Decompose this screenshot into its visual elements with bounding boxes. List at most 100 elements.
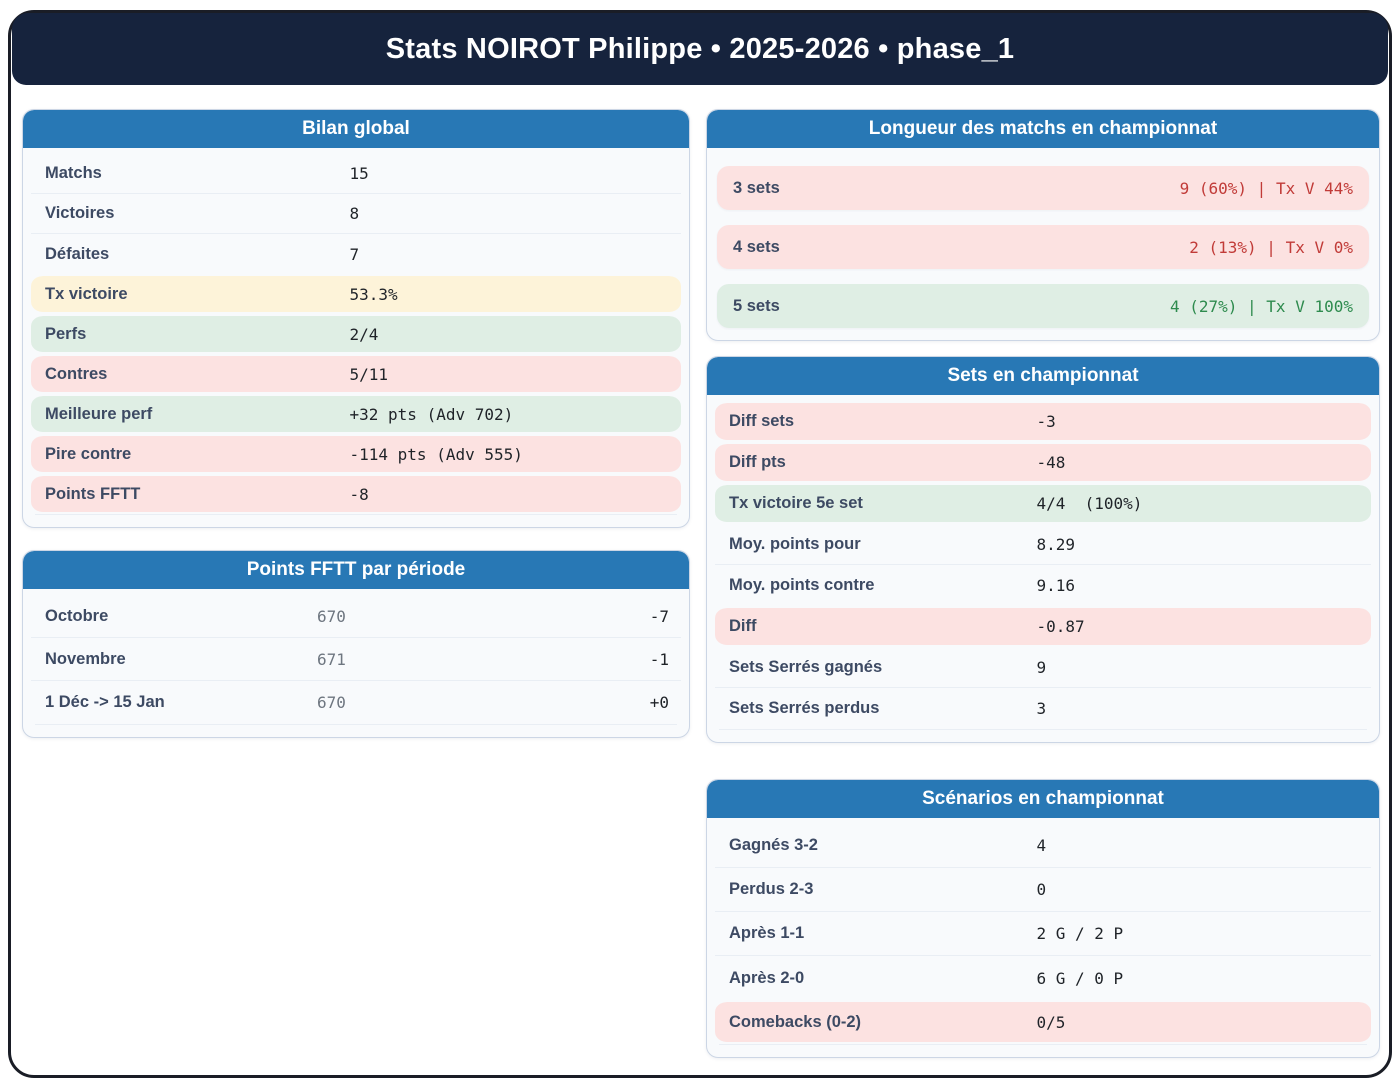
row-label: Sets Serrés perdus — [729, 699, 880, 717]
row-label: 1 Déc -> 15 Jan — [45, 693, 165, 711]
row-label: Défaites — [45, 244, 110, 263]
table-row: Pire contre -114 pts (Adv 555) — [31, 434, 681, 474]
row-label: Diff — [729, 617, 757, 635]
content-columns: Bilan global Matchs 15 Victoires 8 Défai… — [11, 109, 1389, 1058]
row-label: Tx victoire — [45, 284, 128, 303]
row-points: 671 — [317, 649, 346, 669]
table-row: Comebacks (0-2) 0/5 — [715, 1000, 1371, 1044]
table-row: Perdus 2-3 0 — [715, 868, 1371, 912]
table-row: 5 sets 4 (27%) | Tx V 100% — [717, 284, 1369, 328]
row-label: Perdus 2-3 — [729, 880, 814, 898]
card-body: Octobre 670 -7 Novembre 671 -1 1 Déc -> … — [23, 589, 689, 737]
row-delta: -1 — [649, 649, 669, 669]
right-column: Longueur des matchs en championnat 3 set… — [706, 109, 1380, 1058]
row-label: Pire contre — [45, 444, 132, 463]
row-value: -8 — [349, 484, 369, 504]
row-label: Tx victoire 5e set — [729, 494, 863, 512]
card-longueur-matchs: Longueur des matchs en championnat 3 set… — [706, 109, 1380, 341]
table-row: Octobre 670 -7 — [31, 595, 681, 638]
table-row: Novembre 671 -1 — [31, 638, 681, 681]
row-value: 53.3% — [349, 284, 398, 304]
row-label: Diff sets — [729, 412, 795, 430]
page-title: Stats NOIROT Philippe • 2025-2026 • phas… — [385, 32, 1015, 65]
row-value: -0.87 — [1036, 617, 1085, 636]
card-body: Gagnés 3-2 4 Perdus 2-3 0 Après 1-1 2 G … — [707, 818, 1379, 1057]
row-points: 670 — [317, 606, 346, 626]
row-value: 4 (27%) | Tx V 100% — [1169, 296, 1353, 316]
row-label: Moy. points pour — [729, 534, 861, 553]
row-label: Contres — [45, 364, 108, 383]
row-label: 5 sets — [733, 296, 780, 315]
table-row: Gagnés 3-2 4 — [715, 824, 1371, 868]
table-row: Tx victoire 5e set 4/4 (100%) — [715, 483, 1371, 524]
row-points: 670 — [317, 693, 346, 712]
table-row: 4 sets 2 (13%) | Tx V 0% — [717, 225, 1369, 269]
row-value: 7 — [349, 244, 360, 264]
row-value: 4/4 (100%) — [1036, 494, 1143, 513]
header-banner: Stats NOIROT Philippe • 2025-2026 • phas… — [12, 13, 1388, 85]
row-value: 0/5 — [1036, 1012, 1066, 1032]
row-label: Victoires — [45, 204, 115, 222]
row-label: Matchs — [45, 164, 102, 182]
table-row: Sets Serrés perdus 3 — [715, 688, 1371, 729]
table-row: Victoires 8 — [31, 194, 681, 234]
row-delta: +0 — [649, 693, 669, 712]
table-row: Diff -0.87 — [715, 606, 1371, 647]
table-row: 3 sets 9 (60%) | Tx V 44% — [717, 166, 1369, 210]
card-scenarios-championnat: Scénarios en championnat Gagnés 3-2 4 Pe… — [706, 779, 1380, 1058]
card-title: Longueur des matchs en championnat — [707, 110, 1379, 148]
row-label: Comebacks (0-2) — [729, 1012, 862, 1031]
card-title: Points FFTT par période — [23, 551, 689, 589]
row-label: Sets Serrés gagnés — [729, 657, 883, 676]
row-value: 9.16 — [1036, 576, 1075, 595]
row-value: -48 — [1036, 453, 1066, 472]
left-column: Bilan global Matchs 15 Victoires 8 Défai… — [22, 109, 690, 1058]
card-body: Matchs 15 Victoires 8 Défaites 7 Tx vict… — [23, 148, 689, 527]
card-title: Scénarios en championnat — [707, 780, 1379, 818]
row-label: Perfs — [45, 324, 87, 343]
row-value: 3 — [1036, 699, 1047, 718]
table-row: Matchs 15 — [31, 154, 681, 194]
table-row: Perfs 2/4 — [31, 314, 681, 354]
table-row: Diff pts -48 — [715, 442, 1371, 483]
table-row: Moy. points contre 9.16 — [715, 565, 1371, 606]
row-label: 3 sets — [733, 178, 780, 197]
row-label: Points FFTT — [45, 484, 141, 503]
table-row: Tx victoire 53.3% — [31, 274, 681, 314]
row-label: Novembre — [45, 649, 126, 668]
row-value: 15 — [349, 164, 369, 183]
card-title: Sets en championnat — [707, 357, 1379, 395]
table-row: Défaites 7 — [31, 234, 681, 274]
row-label: Après 1-1 — [729, 924, 805, 942]
row-value: -3 — [1036, 412, 1056, 431]
row-value: -114 pts (Adv 555) — [349, 444, 523, 464]
card-points-fftt-periode: Points FFTT par période Octobre 670 -7 N… — [22, 550, 690, 738]
row-value: 8.29 — [1036, 534, 1075, 554]
table-row: Diff sets -3 — [715, 401, 1371, 442]
row-value: 2 G / 2 P — [1036, 924, 1124, 943]
table-row: Contres 5/11 — [31, 354, 681, 394]
row-value: +32 pts (Adv 702) — [349, 404, 514, 424]
row-value: 0 — [1036, 880, 1047, 899]
table-row: 1 Déc -> 15 Jan 670 +0 — [31, 681, 681, 724]
row-label: Après 2-0 — [729, 968, 805, 987]
row-value: 2/4 — [349, 324, 379, 344]
row-delta: -7 — [649, 606, 669, 626]
row-value: 6 G / 0 P — [1036, 968, 1124, 988]
row-label: 4 sets — [733, 237, 780, 256]
table-row: Moy. points pour 8.29 — [715, 524, 1371, 565]
row-value: 4 — [1036, 836, 1047, 855]
table-row: Points FFTT -8 — [31, 474, 681, 514]
row-label: Octobre — [45, 606, 109, 625]
page-container: Stats NOIROT Philippe • 2025-2026 • phas… — [8, 10, 1392, 1078]
table-row: Après 2-0 6 G / 0 P — [715, 956, 1371, 1000]
row-value: 9 — [1036, 657, 1047, 677]
card-body: Diff sets -3 Diff pts -48 Tx victoire 5e… — [707, 395, 1379, 742]
table-row: Sets Serrés gagnés 9 — [715, 647, 1371, 688]
card-sets-championnat: Sets en championnat Diff sets -3 Diff pt… — [706, 356, 1380, 743]
row-value: 5/11 — [349, 364, 389, 384]
row-label: Meilleure perf — [45, 404, 153, 423]
row-label: Moy. points contre — [729, 576, 875, 594]
table-row: Meilleure perf +32 pts (Adv 702) — [31, 394, 681, 434]
table-row: Après 1-1 2 G / 2 P — [715, 912, 1371, 956]
